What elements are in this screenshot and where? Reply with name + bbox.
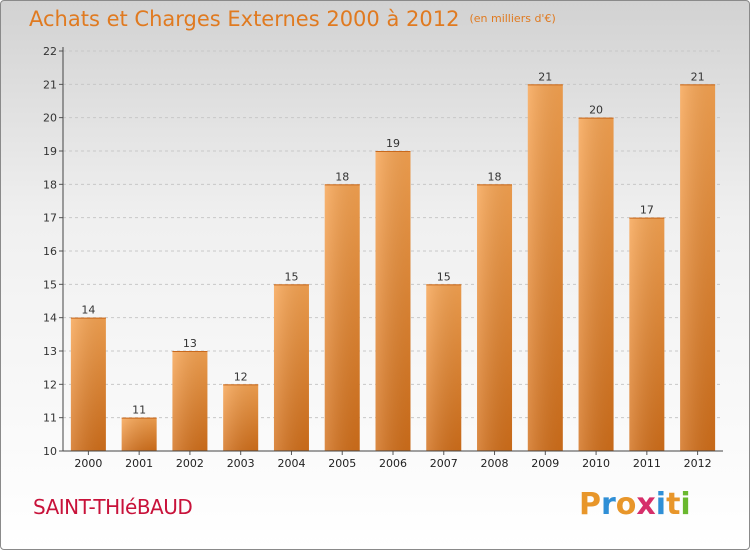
- y-tick-label: 19: [43, 145, 57, 158]
- data-label: 12: [234, 370, 248, 383]
- y-tick-label: 20: [43, 112, 57, 125]
- x-tick-label: 2002: [176, 457, 204, 470]
- bar-shade: [578, 117, 614, 452]
- bar-shade: [121, 417, 157, 451]
- bar-shade: [223, 384, 259, 451]
- data-label: 20: [589, 104, 603, 117]
- bar-shade: [172, 351, 208, 451]
- commune-name: SAINT-THIéBAUD: [33, 495, 193, 519]
- x-tick-label: 2004: [277, 457, 305, 470]
- x-tick-label: 2008: [481, 457, 509, 470]
- chart-title-text: Achats et Charges Externes 2000 à 2012: [29, 7, 460, 31]
- y-tick-label: 12: [43, 378, 57, 391]
- x-tick-label: 2012: [684, 457, 712, 470]
- data-label: 18: [488, 170, 502, 183]
- y-tick-label: 13: [43, 345, 57, 358]
- y-tick-label: 18: [43, 178, 57, 191]
- bar-shade: [375, 151, 411, 451]
- axes: [59, 47, 723, 455]
- x-tick-label: 2006: [379, 457, 407, 470]
- bar-shade: [426, 284, 462, 451]
- logo-letter: r: [601, 487, 616, 522]
- bar-shade: [629, 217, 665, 451]
- x-tick-label: 2001: [125, 457, 153, 470]
- y-tick-label: 11: [43, 412, 57, 425]
- logo-letter: x: [636, 487, 656, 522]
- data-label: 15: [437, 270, 451, 283]
- bars: [70, 84, 716, 452]
- bar-shade: [527, 84, 563, 451]
- data-label: 19: [386, 137, 400, 150]
- proxiti-logo: Proxiti: [579, 487, 691, 522]
- data-label: 18: [335, 170, 349, 183]
- data-label: 21: [691, 70, 705, 83]
- data-label: 11: [132, 404, 146, 417]
- x-tick-label: 2000: [74, 457, 102, 470]
- bar-shade: [324, 184, 360, 452]
- labels: 10 11 12 13 14 15 16 17 18 19 20 21 22 14 2000 11 2001 13…: [43, 45, 712, 470]
- y-tick-label: 15: [43, 278, 57, 291]
- y-tick-label: 10: [43, 445, 57, 458]
- data-label: 17: [640, 204, 654, 217]
- bar-shade: [70, 317, 106, 451]
- x-tick-label: 2010: [582, 457, 610, 470]
- x-tick-label: 2003: [227, 457, 255, 470]
- logo-letter: i: [655, 487, 667, 522]
- x-tick-label: 2009: [531, 457, 559, 470]
- logo-letter: t: [666, 487, 681, 522]
- bar-shade: [680, 84, 716, 451]
- chart-title: Achats et Charges Externes 2000 à 2012 (e…: [29, 7, 556, 31]
- y-tick-label: 21: [43, 78, 57, 91]
- y-tick-label: 16: [43, 245, 57, 258]
- y-tick-label: 14: [43, 312, 57, 325]
- bar-shade: [477, 184, 513, 452]
- x-tick-label: 2005: [328, 457, 356, 470]
- chart-unit: (en milliers d'€): [469, 12, 556, 25]
- logo-letter: o: [615, 487, 637, 522]
- y-tick-label: 17: [43, 212, 57, 225]
- data-label: 14: [81, 304, 95, 317]
- logo-letter: P: [579, 487, 601, 522]
- data-label: 13: [183, 337, 197, 350]
- x-tick-label: 2007: [430, 457, 458, 470]
- x-tick-label: 2011: [633, 457, 661, 470]
- data-label: 21: [538, 70, 552, 83]
- bar-shade: [273, 284, 309, 451]
- y-tick-label: 22: [43, 45, 57, 58]
- logo-letter: i: [680, 487, 691, 522]
- data-label: 15: [284, 270, 298, 283]
